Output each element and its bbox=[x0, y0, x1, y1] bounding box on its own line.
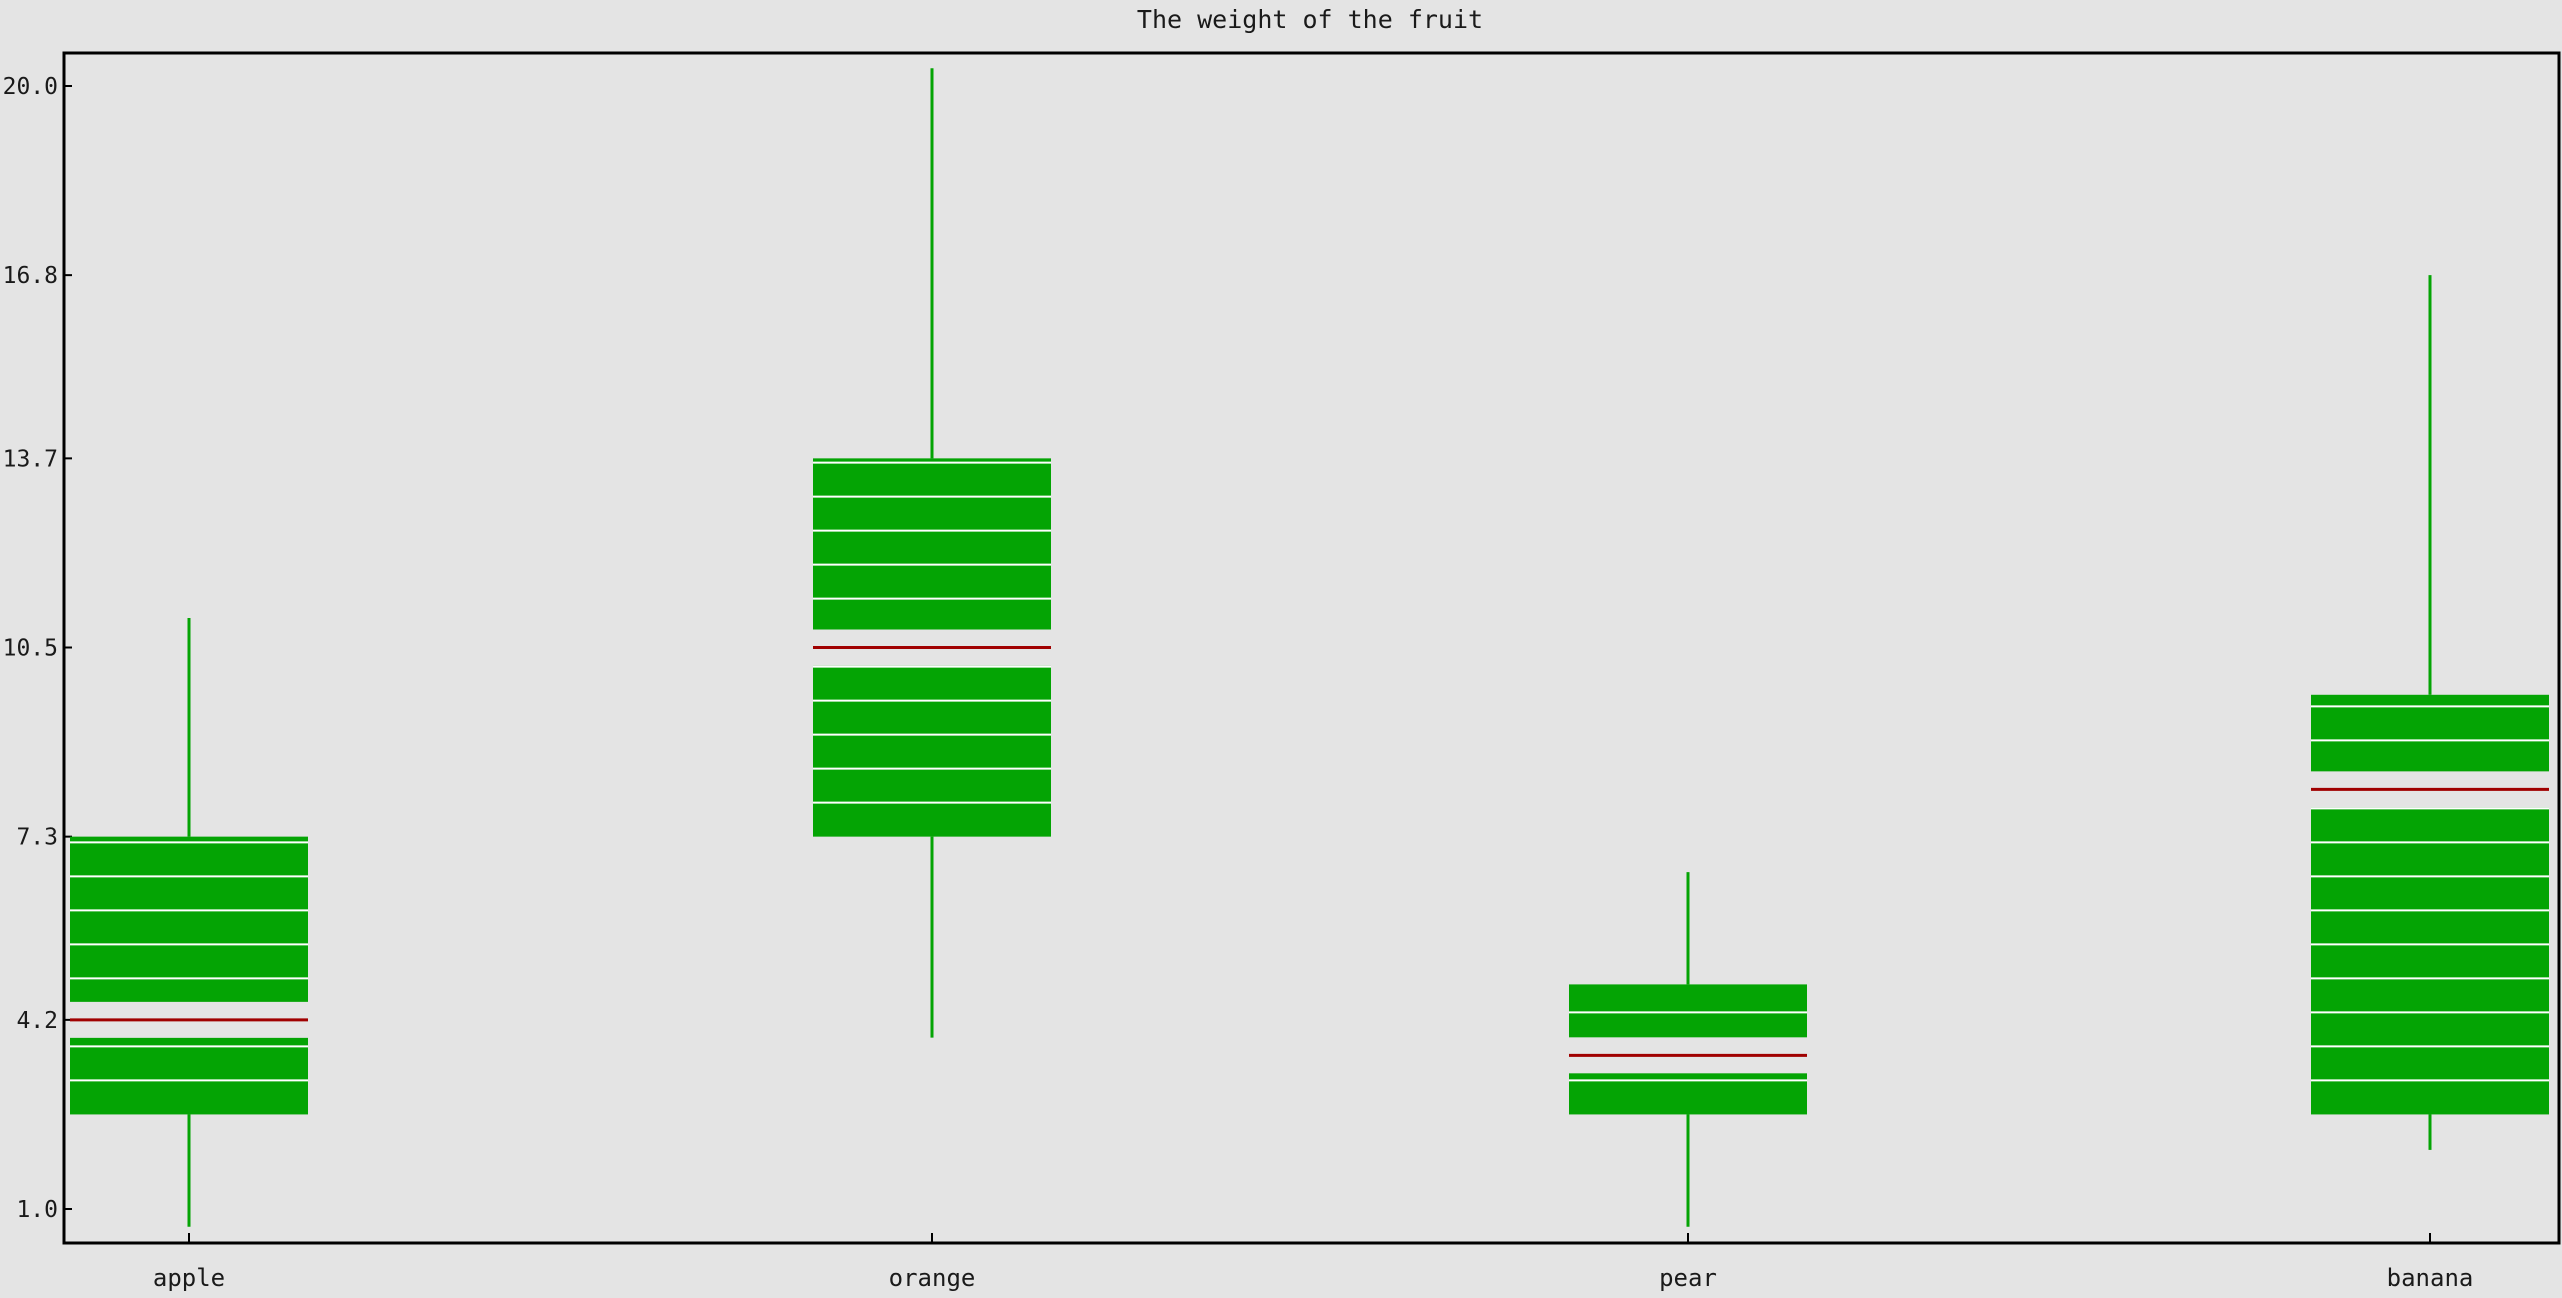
box-banana bbox=[2311, 275, 2549, 1150]
box-body bbox=[2311, 694, 2549, 1115]
x-axis: apple orange pear banana bbox=[153, 1233, 2473, 1292]
y-tick-label: 7.3 bbox=[16, 825, 58, 851]
y-axis: 1.0 4.2 7.3 10.5 13.7 16.8 20.0 bbox=[3, 74, 72, 1223]
y-tick-label: 16.8 bbox=[3, 263, 58, 289]
box-pear bbox=[1569, 872, 1807, 1227]
chart-title: The weight of the fruit bbox=[1137, 5, 1483, 34]
x-tick-label: apple bbox=[153, 1264, 225, 1292]
y-tick-label: 20.0 bbox=[3, 74, 58, 100]
x-tick-label: orange bbox=[889, 1264, 976, 1292]
x-tick-label: banana bbox=[2387, 1264, 2474, 1292]
box-series bbox=[70, 68, 2549, 1227]
box-apple bbox=[70, 617, 308, 1227]
y-tick-label: 1.0 bbox=[16, 1197, 58, 1223]
y-tick-label: 4.2 bbox=[16, 1008, 58, 1034]
y-tick-label: 13.7 bbox=[3, 446, 58, 472]
y-tick-label: 10.5 bbox=[3, 636, 58, 662]
box-orange bbox=[813, 68, 1051, 1038]
box-body bbox=[70, 836, 308, 1115]
x-tick-label: pear bbox=[1659, 1264, 1717, 1292]
